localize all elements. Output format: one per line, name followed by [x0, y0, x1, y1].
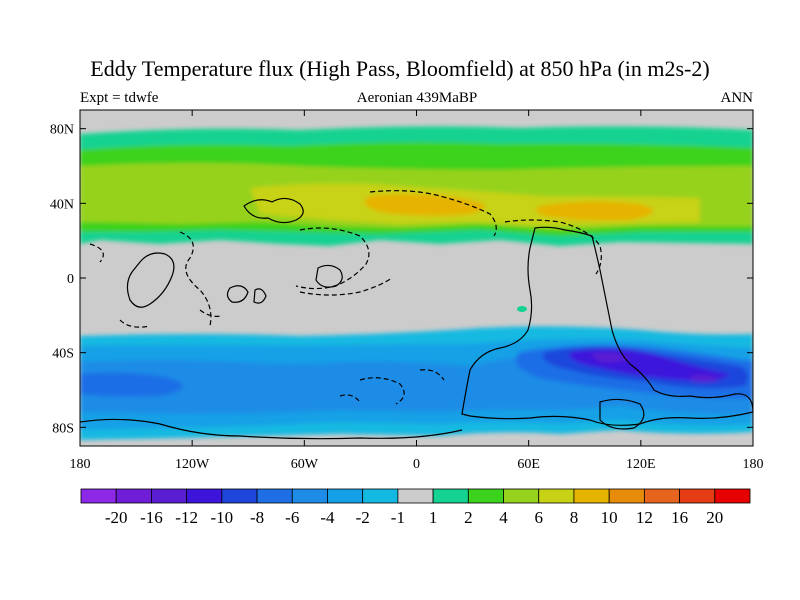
plot-title: Eddy Temperature flux (High Pass, Bloomf…	[90, 56, 710, 81]
coastline-small-island-2	[253, 288, 267, 304]
colorbar-swatch	[327, 488, 364, 504]
colorbar-label: 1	[429, 508, 438, 527]
y-tick-label: 0	[67, 272, 74, 287]
colorbar-label: -10	[211, 508, 234, 527]
colorbar-swatch	[186, 488, 223, 504]
coastline-small-island-1	[226, 285, 249, 303]
colorbar-label: 12	[636, 508, 653, 527]
coastline-laurentia	[126, 252, 175, 308]
south-flux-field	[80, 326, 753, 440]
colorbar-label: 10	[601, 508, 618, 527]
colorbar-swatch	[679, 488, 716, 504]
colorbar-label: 16	[671, 508, 688, 527]
x-tick-label: 120W	[175, 457, 210, 472]
colorbar-swatch	[221, 488, 258, 504]
colorbar-swatch	[362, 488, 399, 504]
contour-band-8	[364, 193, 653, 221]
colorbar-swatch	[714, 488, 751, 504]
dashed-coast-south	[299, 277, 393, 296]
experiment-label: Expt = tdwfe	[80, 90, 159, 106]
coastline-baltica	[315, 264, 343, 288]
x-tick-label: 60E	[517, 457, 540, 472]
colorbar-swatch	[538, 488, 575, 504]
x-tick-label: 180	[743, 457, 764, 472]
colorbar-label: -8	[250, 508, 264, 527]
colorbar-label: -16	[140, 508, 163, 527]
colorbar-label: -1	[391, 508, 405, 527]
colorbar-label: 6	[534, 508, 543, 527]
coastline-siberia	[243, 197, 304, 224]
north-flux-field	[80, 126, 753, 246]
y-tick-label: 80S	[52, 421, 74, 436]
colorbar-label: -20	[105, 508, 128, 527]
x-tick-label: 120E	[626, 457, 656, 472]
y-tick-label: 40S	[52, 347, 74, 362]
season-label: ANN	[720, 90, 754, 106]
colorbar-swatch	[467, 488, 504, 504]
colorbar-label: -12	[175, 508, 198, 527]
dashed-coast-arctic	[369, 190, 497, 237]
colorbar-swatch	[573, 488, 610, 504]
x-tick-label: 180	[70, 457, 91, 472]
colorbar-swatch	[643, 488, 680, 504]
dashed-coast-tethys	[295, 227, 370, 290]
colorbar-swatch	[397, 488, 434, 504]
x-tick-label: 0	[413, 457, 420, 472]
map-panel	[80, 110, 753, 446]
colorbar-swatch	[608, 488, 645, 504]
x-tick-label: 60W	[291, 457, 319, 472]
colorbar-label: 8	[570, 508, 579, 527]
colorbar-swatch	[151, 488, 188, 504]
coastline-gondwana	[461, 226, 753, 426]
colorbar-label: 4	[499, 508, 508, 527]
colorbar-swatch	[80, 488, 117, 504]
colorbar-label: 20	[706, 508, 723, 527]
colorbar: -20 -16 -12 -10 -8 -6 -4 -2 -1 1 2 4 6 8 10 12 16 20	[80, 488, 751, 527]
colorbar-label: -2	[356, 508, 370, 527]
y-axis: 80N 40N 0 40S 80S	[50, 123, 753, 436]
contour-band-minus-12	[590, 352, 720, 383]
dashed-coast-west	[179, 231, 212, 327]
colorbar-swatch	[256, 488, 293, 504]
colorbar-swatch	[432, 488, 469, 504]
colorbar-label: -4	[320, 508, 335, 527]
y-tick-label: 80N	[50, 123, 74, 138]
dashed-coast-east	[504, 219, 602, 275]
dashed-coast-pacific	[89, 243, 223, 328]
colorbar-label: -6	[285, 508, 299, 527]
coastline-australia-block	[599, 398, 645, 430]
dashed-coastlines	[89, 190, 602, 405]
coastline-antarctic-edge	[80, 418, 463, 440]
x-axis: 180 120W 60W 0 60E 120E 180	[70, 110, 764, 472]
coastlines	[80, 197, 753, 440]
positive-spot	[517, 306, 527, 312]
period-label: Aeronian 439MaBP	[356, 90, 478, 106]
colorbar-swatch	[291, 488, 328, 504]
colorbar-swatch	[503, 488, 540, 504]
colorbar-swatch	[115, 488, 152, 504]
colorbar-label: 2	[464, 508, 473, 527]
y-tick-label: 40N	[50, 197, 74, 212]
dashed-coast-islands	[339, 369, 445, 405]
